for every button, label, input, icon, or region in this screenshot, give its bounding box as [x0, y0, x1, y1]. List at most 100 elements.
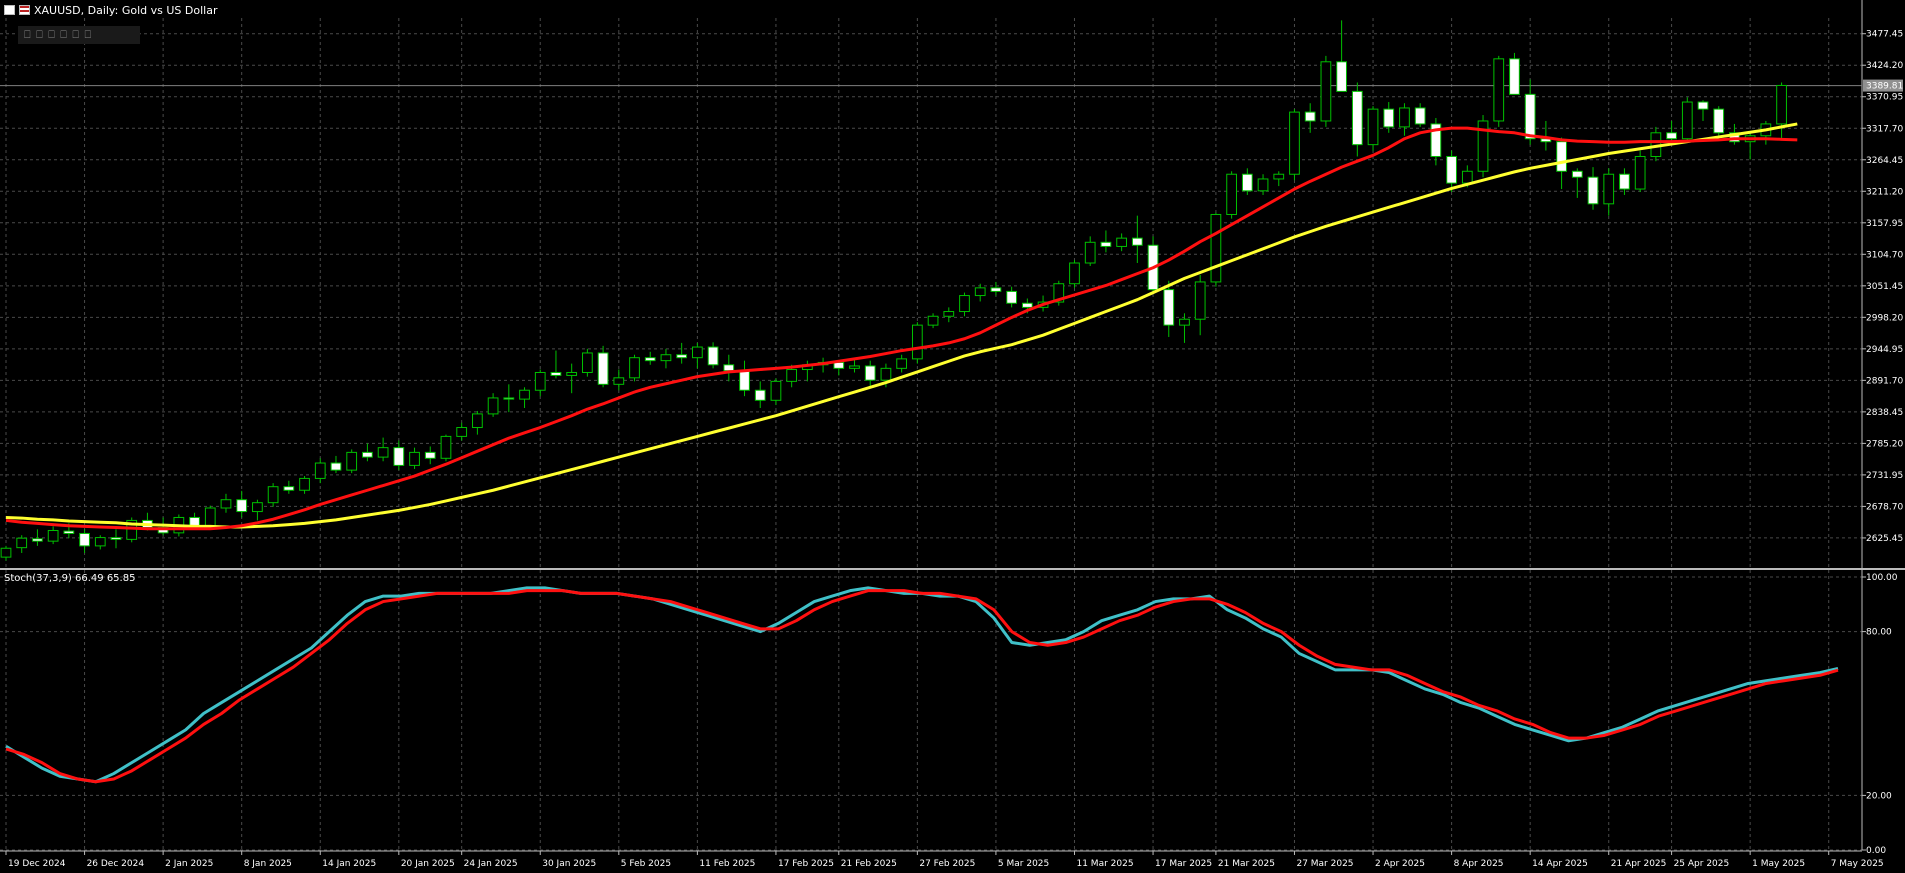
- bull-candle: [1210, 213, 1222, 283]
- stoch-signal-line: [5, 589, 1839, 784]
- bear-candle: [1351, 90, 1363, 146]
- bear-candle: [644, 357, 656, 362]
- bear-candle: [1241, 173, 1253, 192]
- bear-candle: [1336, 61, 1347, 92]
- price-tick-label: 3157.95: [1866, 219, 1903, 229]
- price-tick-label: 2891.70: [1866, 376, 1903, 386]
- bear-candle: [833, 361, 845, 369]
- bull-candle: [566, 371, 578, 376]
- bear-candle: [1414, 107, 1426, 125]
- bull-candle: [1273, 173, 1285, 180]
- price-tick-label: 2785.20: [1866, 439, 1903, 449]
- flag-icon: [4, 5, 15, 15]
- price-tick-label: 2731.95: [1866, 471, 1903, 481]
- one-click-trading-panel[interactable]: ⎕ ⎕ ⎕ ⎕ ⎕ ⎕: [18, 26, 140, 44]
- bull-candle: [880, 367, 892, 381]
- stoch-main-line: [5, 586, 1839, 784]
- bear-candle: [1587, 176, 1599, 205]
- bull-candle: [1603, 173, 1615, 205]
- time-tick-label: 5 Feb 2025: [621, 859, 671, 869]
- bull-candle: [1681, 101, 1693, 140]
- bear-candle: [676, 354, 688, 359]
- time-tick-label: 17 Mar 2025: [1155, 859, 1212, 869]
- bull-candle: [409, 451, 420, 466]
- bull-candle: [896, 358, 908, 369]
- bull-candle: [472, 413, 483, 429]
- time-tick-label: 2 Jan 2025: [165, 859, 213, 869]
- bull-candle: [519, 389, 530, 400]
- bear-candle: [597, 352, 609, 385]
- bear-candle: [1131, 237, 1143, 246]
- bull-candle: [1477, 120, 1489, 172]
- price-tick-label: 2625.45: [1866, 534, 1903, 544]
- time-tick-label: 8 Jan 2025: [244, 859, 292, 869]
- bear-candle: [1556, 141, 1567, 172]
- bear-candle: [550, 371, 562, 376]
- bear-candle: [110, 537, 122, 540]
- time-tick-label: 21 Feb 2025: [841, 859, 897, 869]
- bear-candle: [723, 364, 735, 372]
- stoch-tick-label: 100.00: [1866, 573, 1898, 583]
- bull-candle: [314, 462, 326, 479]
- price-tick-label: 3264.45: [1866, 156, 1903, 166]
- time-tick-label: 7 May 2025: [1831, 859, 1884, 869]
- bull-candle: [252, 502, 263, 513]
- bull-candle: [1226, 173, 1237, 215]
- time-tick-label: 27 Feb 2025: [919, 859, 975, 869]
- stoch-tick-label: 80.00: [1866, 628, 1892, 638]
- bear-candle: [1304, 111, 1316, 122]
- bear-candle: [189, 516, 200, 527]
- time-tick-label: 14 Jan 2025: [322, 859, 376, 869]
- bear-candle: [1021, 302, 1033, 308]
- bear-candle: [1524, 93, 1536, 140]
- bear-candle: [1697, 101, 1709, 110]
- bear-candle: [1006, 290, 1018, 304]
- bear-candle: [990, 287, 1002, 292]
- bear-candle: [1383, 108, 1395, 128]
- bull-candle: [456, 427, 468, 437]
- time-tick-label: 19 Dec 2024: [8, 859, 66, 869]
- bull-candle: [1084, 241, 1096, 264]
- bear-candle: [63, 530, 75, 534]
- time-tick-label: 26 Dec 2024: [87, 859, 145, 869]
- bear-candle: [330, 462, 342, 471]
- time-tick-label: 24 Jan 2025: [464, 859, 518, 869]
- price-tick-label: 3104.70: [1866, 250, 1903, 260]
- bull-candle: [1194, 281, 1206, 320]
- stoch-tick-label: 20.00: [1866, 791, 1892, 801]
- time-tick-label: 20 Jan 2025: [401, 859, 455, 869]
- time-tick-label: 17 Feb 2025: [778, 859, 834, 869]
- bear-candle: [1666, 132, 1677, 140]
- price-tick-label: 2678.70: [1866, 502, 1903, 512]
- stoch-tick-label: 0.00: [1866, 846, 1886, 856]
- price-tick-label: 2998.20: [1866, 313, 1903, 323]
- bull-candle: [534, 371, 546, 391]
- time-tick-label: 25 Apr 2025: [1674, 859, 1730, 869]
- stoch-indicator-label: Stoch(37,3,9) 66.49 65.85: [4, 573, 136, 584]
- bull-candle: [1634, 155, 1646, 190]
- price-tick-label: 3211.20: [1866, 187, 1903, 197]
- bear-candle: [707, 346, 719, 366]
- bull-candle: [613, 377, 625, 385]
- bull-candle: [267, 486, 279, 504]
- bear-candle: [236, 499, 248, 513]
- bear-candle: [503, 397, 515, 400]
- time-tick-label: 27 Mar 2025: [1296, 859, 1353, 869]
- bear-candle: [1619, 173, 1630, 190]
- bull-candle: [1399, 107, 1410, 128]
- bear-candle: [283, 486, 295, 491]
- bull-candle: [299, 477, 310, 491]
- bear-candle: [1571, 170, 1583, 178]
- bear-candle: [864, 365, 876, 381]
- bull-candle: [1257, 178, 1269, 192]
- bear-candle: [79, 532, 90, 547]
- current-price-badge: [1863, 79, 1903, 92]
- time-tick-label: 30 Jan 2025: [542, 859, 596, 869]
- bear-candle: [1446, 155, 1457, 184]
- bull-candle: [487, 397, 499, 415]
- bull-candle: [1069, 262, 1080, 285]
- time-tick-label: 21 Apr 2025: [1611, 859, 1667, 869]
- bull-candle: [126, 519, 138, 540]
- bull-candle: [0, 547, 12, 558]
